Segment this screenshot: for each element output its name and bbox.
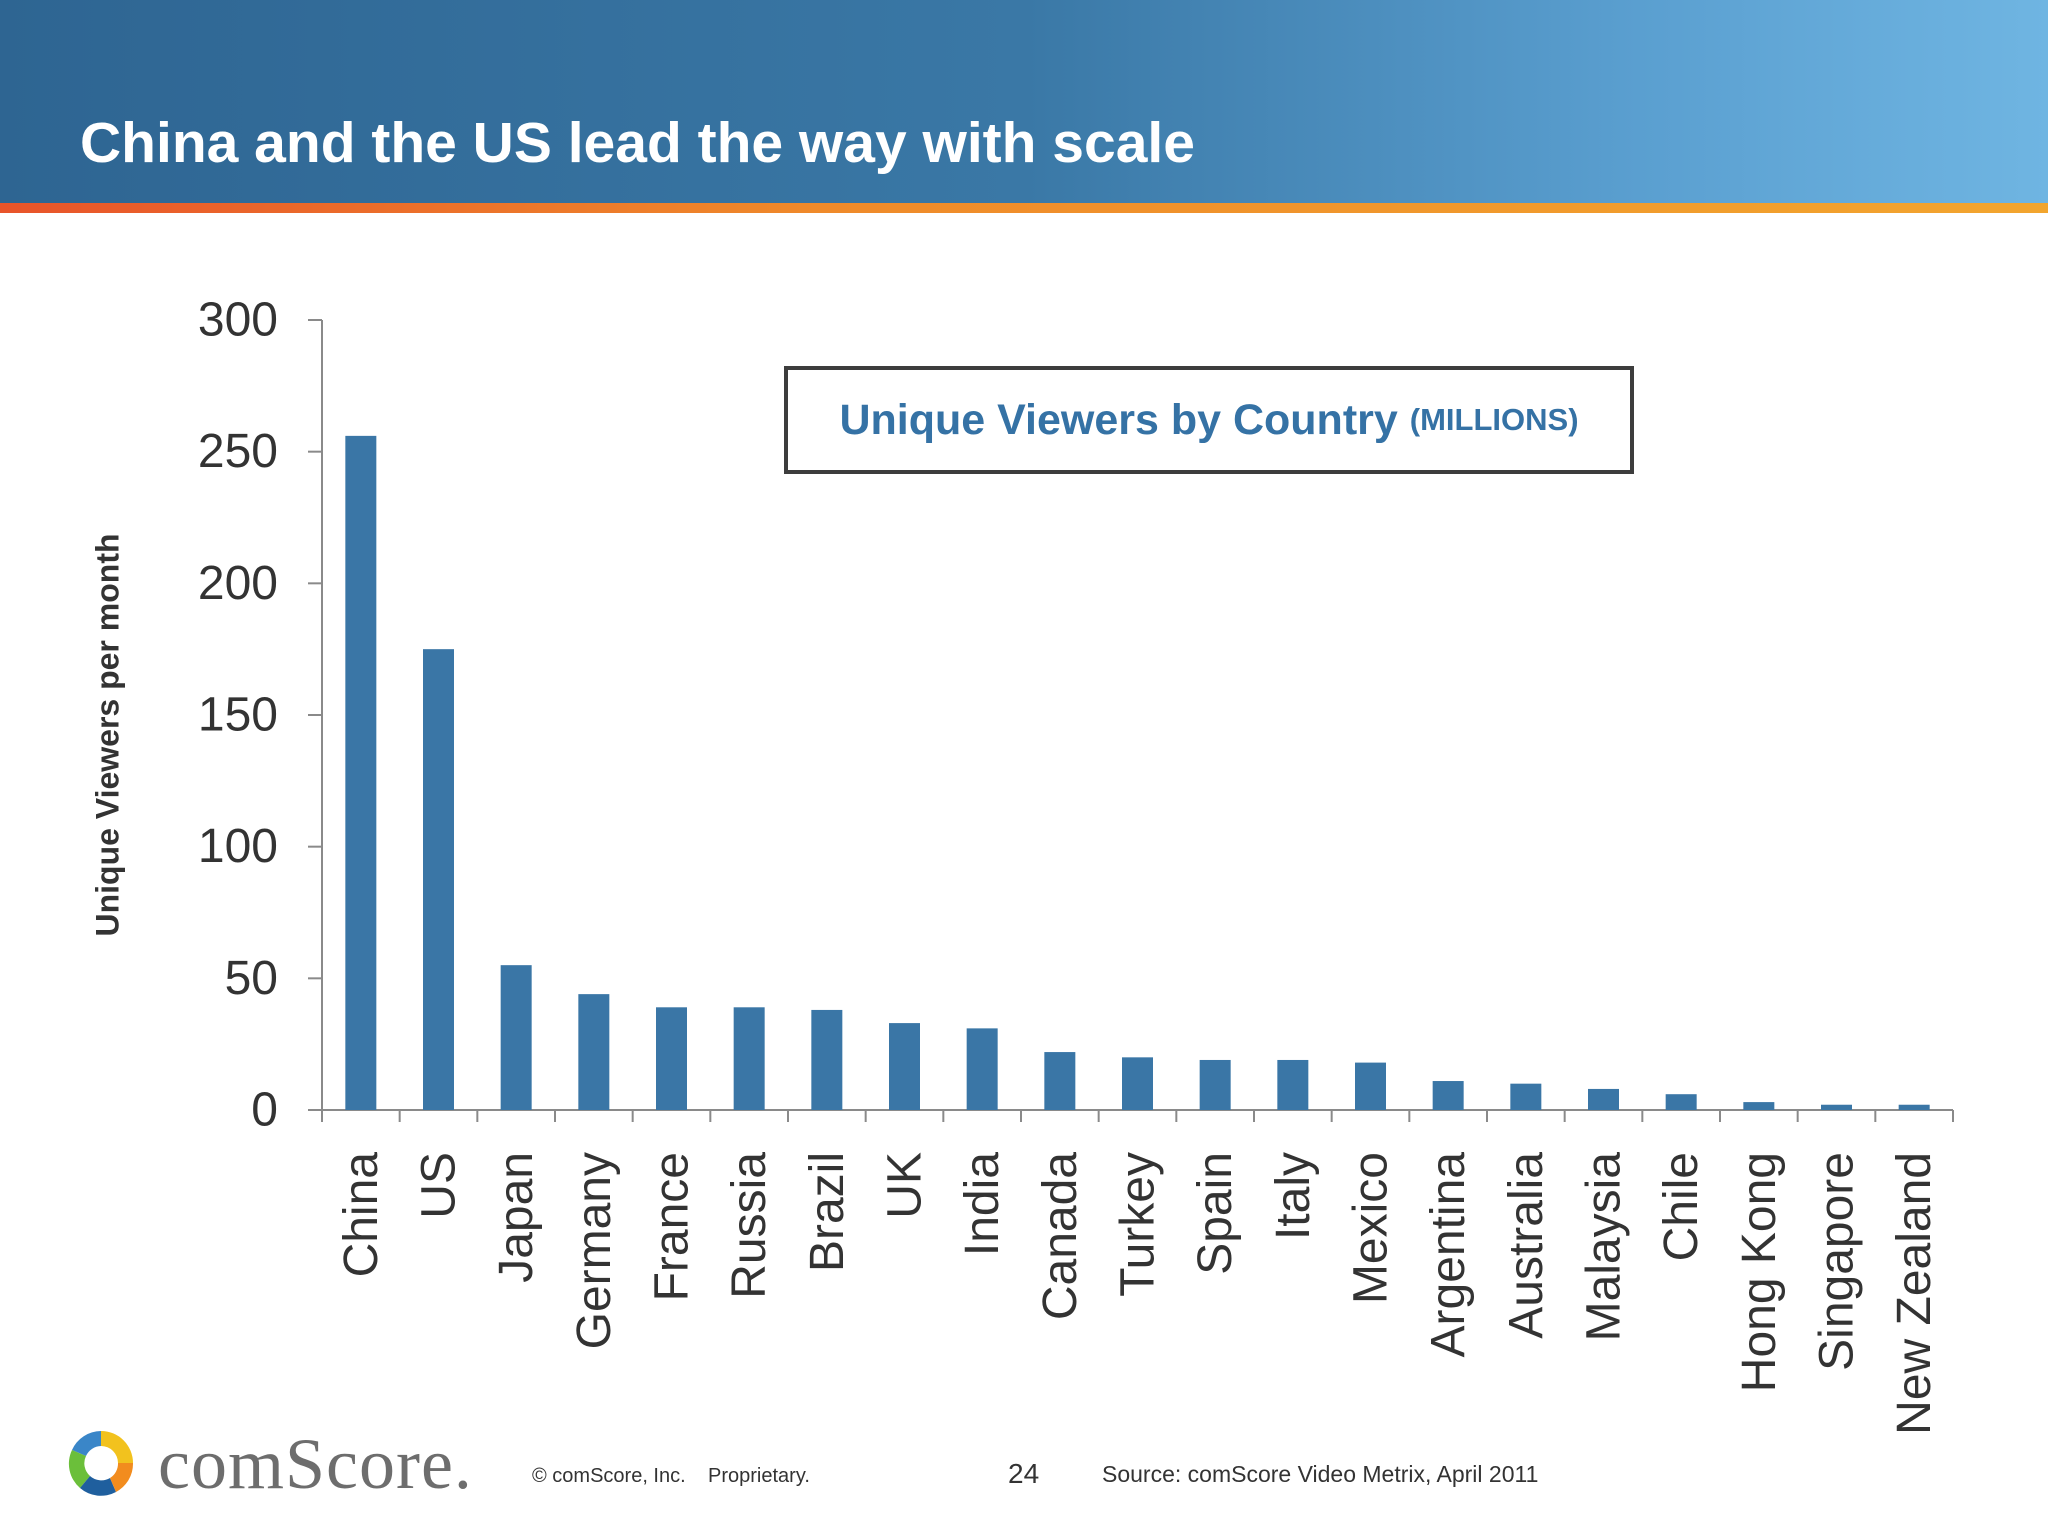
header-bar <box>0 0 2048 205</box>
bar-mexico <box>1355 1062 1386 1110</box>
x-category-label: Canada <box>1034 1152 1087 1320</box>
bar-us <box>423 649 454 1110</box>
x-category-label: Russia <box>723 1152 776 1299</box>
brand-wordmark: comScore. <box>158 1424 473 1504</box>
bar-new-zealand <box>1898 1104 1930 1110</box>
comscore-logo-icon <box>68 1431 134 1496</box>
bar-chile <box>1665 1094 1697 1110</box>
bar-singapore <box>1821 1104 1852 1110</box>
bar-italy <box>1277 1059 1309 1110</box>
bar-china <box>345 435 377 1110</box>
x-category-label: China <box>335 1152 388 1278</box>
x-category-label: Germany <box>568 1152 621 1349</box>
legend-title: Unique Viewers by Country <box>839 395 1398 444</box>
x-category-label: Australia <box>1500 1152 1553 1339</box>
bar-uk <box>889 1023 920 1110</box>
x-category-label: UK <box>879 1152 932 1219</box>
bar-spain <box>1199 1059 1231 1110</box>
x-category-label: Malaysia <box>1578 1152 1631 1342</box>
x-category-label: Singapore <box>1811 1152 1864 1371</box>
x-category-label: India <box>956 1152 1009 1256</box>
y-tick-label: 200 <box>198 557 278 610</box>
y-tick-label: 150 <box>198 689 278 742</box>
bar-canada <box>1044 1052 1076 1110</box>
legend-unit: (MILLIONS) <box>1409 402 1579 437</box>
x-category-label: Brazil <box>801 1152 854 1272</box>
x-category-label: Argentina <box>1422 1152 1475 1358</box>
y-tick-label: 300 <box>198 294 278 347</box>
x-category-label: Mexico <box>1345 1152 1398 1304</box>
x-category-label: Italy <box>1267 1152 1320 1240</box>
page-number: 24 <box>1008 1458 1040 1489</box>
bar-malaysia <box>1588 1088 1619 1110</box>
bar-australia <box>1510 1083 1542 1110</box>
x-category-label: Chile <box>1655 1152 1708 1261</box>
x-category-label: Turkey <box>1112 1152 1165 1297</box>
bar-hong-kong <box>1743 1102 1775 1110</box>
slide-title: China and the US lead the way with scale <box>80 111 1195 175</box>
bar-japan <box>500 965 532 1110</box>
chart-legend-box: Unique Viewers by Country (MILLIONS) <box>784 366 1634 474</box>
x-category-label: US <box>413 1152 466 1219</box>
x-category-label: New Zealand <box>1888 1152 1941 1435</box>
bar-russia <box>733 1007 765 1110</box>
x-category-label: France <box>646 1152 699 1301</box>
y-tick-label: 50 <box>225 952 278 1005</box>
header-accent-stripe <box>0 203 2048 213</box>
y-tick-label: 100 <box>198 820 278 873</box>
x-category-label: Spain <box>1189 1152 1242 1275</box>
proprietary-text: Proprietary. <box>708 1465 810 1487</box>
bar-brazil <box>811 1009 843 1110</box>
bar-germany <box>578 994 610 1110</box>
x-category-label: Japan <box>490 1152 543 1283</box>
bar-france <box>656 1007 687 1110</box>
x-category-label: Hong Kong <box>1733 1152 1786 1392</box>
y-tick-label: 0 <box>251 1084 278 1137</box>
bar-turkey <box>1122 1057 1153 1110</box>
copyright-text: © comScore, Inc. <box>532 1465 686 1487</box>
source-note: Source: comScore Video Metrix, April 201… <box>1102 1461 1539 1487</box>
bar-india <box>966 1028 998 1110</box>
bar-argentina <box>1432 1081 1464 1110</box>
y-tick-label: 250 <box>198 425 278 478</box>
